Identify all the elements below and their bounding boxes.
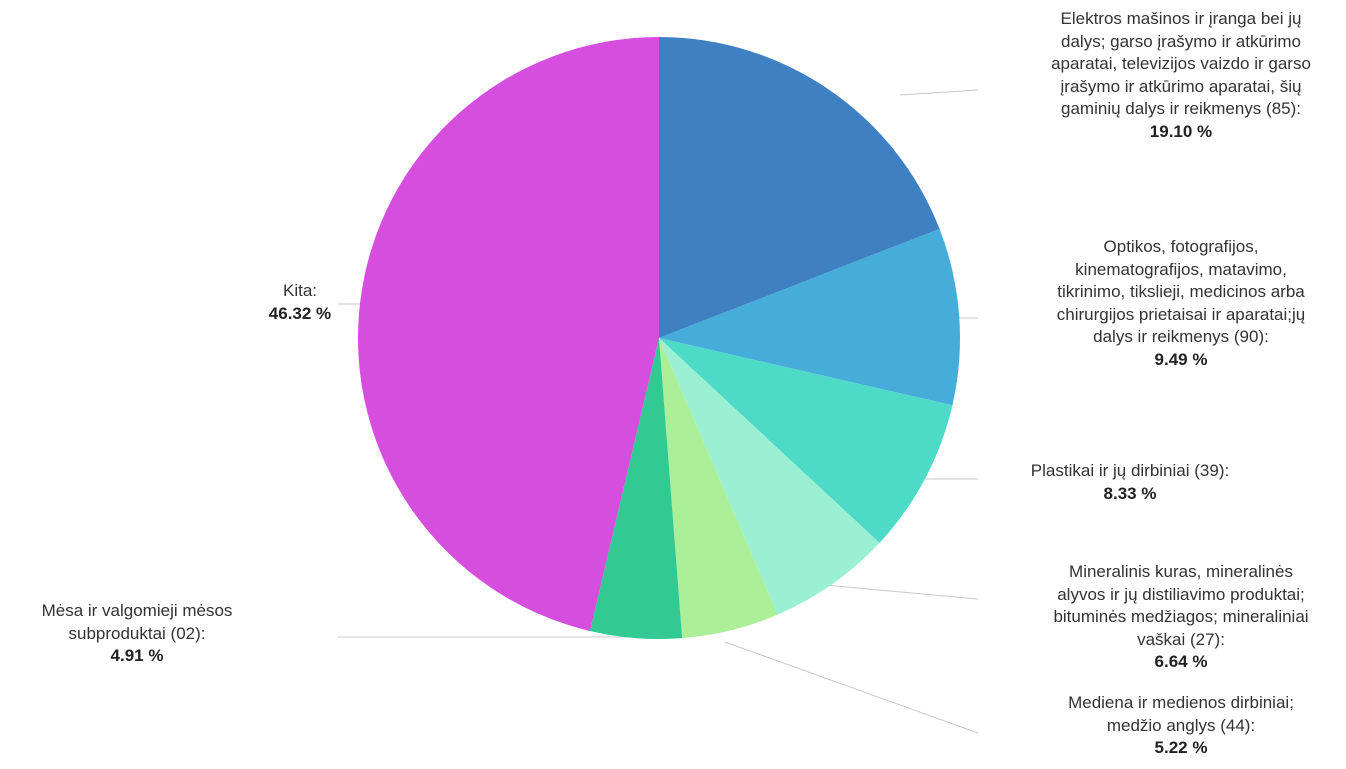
leader-lines bbox=[338, 89, 979, 734]
label-line: tikrinimo, tiksliejі, medicinos arba bbox=[1057, 282, 1305, 301]
label-line: Elektros mašinos ir įranga bei jų bbox=[1060, 9, 1302, 28]
label-line: subproduktai (02): bbox=[68, 623, 206, 643]
label-line: aparatai, televizijos vaizdo ir garso bbox=[1051, 54, 1311, 73]
slice-label-electrical: Elektros mašinos ir įranga bei jų dalys;… bbox=[986, 8, 1346, 143]
slice-wood bbox=[659, 338, 778, 639]
label-line: Kita: bbox=[282, 281, 318, 300]
label-line: Mediena ir medienos dirbiniai; bbox=[1068, 693, 1294, 712]
label-line: gaminių dalys ir reikmenys (85): bbox=[1061, 99, 1301, 118]
slice-label-optics: Optikos, fotografijos, kinematografijos,… bbox=[986, 236, 1346, 371]
label-line: Mineralinis kuras, mineralinės bbox=[1069, 562, 1293, 581]
slice-other bbox=[358, 37, 659, 631]
slice-percentage: 6.64 % bbox=[1154, 652, 1208, 671]
leader-line-wood bbox=[724, 641, 979, 734]
label-line: Plastikai ir jų dirbiniai (39): bbox=[1030, 461, 1230, 480]
slice-label-wood: Mediena ir medienos dirbiniai; medžio an… bbox=[986, 692, 1346, 760]
slice-percentage: 46.32 % bbox=[268, 303, 332, 323]
slice-electrical bbox=[659, 37, 940, 338]
label-line: įrašymo ir atkūrimo aparatai, šių bbox=[1060, 76, 1302, 96]
label-line: dalys ir reikmenys (90): bbox=[1093, 327, 1269, 346]
label-line: Optikos, fotografijos, bbox=[1103, 237, 1259, 256]
slice-label-mineral-fuel: Mineralinis kuras, mineralinės alyvos ir… bbox=[986, 561, 1346, 674]
slice-label-plastics: Plastikai ir jų dirbiniai (39): 8.33 % bbox=[960, 460, 1300, 505]
label-line: medžio anglys (44): bbox=[1106, 715, 1256, 735]
slice-percentage: 19.10 % bbox=[1149, 121, 1213, 141]
slice-percentage: 5.22 % bbox=[1154, 738, 1208, 757]
leader-line-mineral-fuel bbox=[824, 584, 979, 600]
slice-percentage: 8.33 % bbox=[1103, 483, 1157, 503]
label-line: bituminės medžiagos; mineraliniai bbox=[1053, 607, 1309, 626]
slice-plastics bbox=[659, 338, 953, 543]
slice-meat bbox=[589, 338, 683, 639]
pie-slices bbox=[358, 37, 960, 639]
slice-percentage: 4.91 % bbox=[110, 646, 164, 665]
slice-label-meat: Mėsa ir valgomieji mėsos subproduktai (0… bbox=[0, 600, 274, 668]
slice-label-other: Kita: 46.32 % bbox=[190, 280, 410, 325]
slice-optics bbox=[659, 228, 960, 406]
label-line: chirurgijos prietaisai ir aparatai;jų bbox=[1056, 304, 1306, 324]
leader-line-electrical bbox=[899, 89, 979, 96]
label-line: kinematografijos, matavimo, bbox=[1075, 259, 1287, 279]
label-line: vaškai (27): bbox=[1137, 629, 1225, 649]
label-line: Mėsa ir valgomieji mėsos bbox=[41, 601, 233, 620]
slice-mineral-fuel bbox=[659, 338, 880, 615]
label-line: dalys; garso įrašymo ir atkūrimo bbox=[1061, 31, 1301, 51]
slice-percentage: 9.49 % bbox=[1154, 349, 1208, 369]
label-line: alyvos ir jų distiliavimo produktai; bbox=[1057, 584, 1305, 604]
